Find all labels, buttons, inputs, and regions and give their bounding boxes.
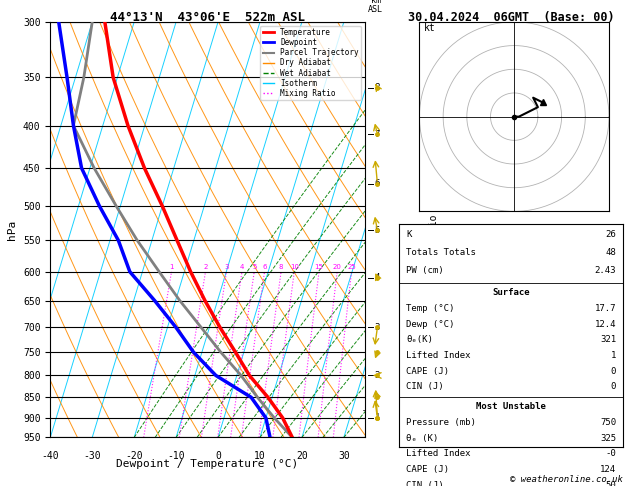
Text: Lifted Index: Lifted Index — [406, 351, 470, 360]
Text: Mixing Ratio (g/kg): Mixing Ratio (g/kg) — [429, 174, 439, 285]
Text: 26: 26 — [605, 230, 616, 239]
Text: 25: 25 — [347, 264, 356, 270]
Legend: Temperature, Dewpoint, Parcel Trajectory, Dry Adiabat, Wet Adiabat, Isotherm, Mi: Temperature, Dewpoint, Parcel Trajectory… — [260, 26, 361, 100]
Text: 30.04.2024  06GMT  (Base: 00): 30.04.2024 06GMT (Base: 00) — [408, 11, 614, 24]
Text: Dewp (°C): Dewp (°C) — [406, 320, 455, 329]
Text: Temp (°C): Temp (°C) — [406, 304, 455, 313]
Text: Surface: Surface — [493, 288, 530, 297]
Text: 1: 1 — [611, 351, 616, 360]
Text: 0: 0 — [611, 382, 616, 391]
Text: 17.7: 17.7 — [594, 304, 616, 313]
Text: 20: 20 — [333, 264, 342, 270]
Text: 3: 3 — [374, 323, 380, 332]
Text: 6: 6 — [374, 179, 380, 188]
Text: 8: 8 — [279, 264, 283, 270]
Text: 1: 1 — [169, 264, 174, 270]
Text: 2: 2 — [203, 264, 208, 270]
Text: 3: 3 — [225, 264, 229, 270]
Text: θₑ(K): θₑ(K) — [406, 335, 433, 345]
Text: 1: 1 — [374, 414, 380, 422]
Text: km
ASL: km ASL — [368, 0, 383, 14]
Text: Lifted Index: Lifted Index — [406, 450, 470, 458]
Text: -20: -20 — [125, 451, 143, 461]
Text: 325: 325 — [600, 434, 616, 443]
Text: 50: 50 — [605, 481, 616, 486]
Text: 20: 20 — [296, 451, 308, 461]
Text: CIN (J): CIN (J) — [406, 382, 443, 391]
Text: LCL: LCL — [371, 405, 386, 414]
Text: 7: 7 — [374, 130, 380, 139]
Text: 750: 750 — [600, 418, 616, 427]
Text: 30: 30 — [338, 451, 350, 461]
Text: -30: -30 — [84, 451, 101, 461]
Text: 10: 10 — [290, 264, 299, 270]
Text: Pressure (mb): Pressure (mb) — [406, 418, 476, 427]
Text: 44°13'N  43°06'E  522m ASL: 44°13'N 43°06'E 522m ASL — [110, 11, 305, 24]
Text: 124: 124 — [600, 465, 616, 474]
Text: 0: 0 — [611, 366, 616, 376]
Text: -10: -10 — [167, 451, 185, 461]
Text: 48: 48 — [605, 248, 616, 257]
Text: 0: 0 — [215, 451, 221, 461]
Text: PW (cm): PW (cm) — [406, 266, 443, 275]
Text: -40: -40 — [42, 451, 59, 461]
Y-axis label: hPa: hPa — [8, 220, 18, 240]
Text: 2: 2 — [374, 371, 380, 380]
Text: Most Unstable: Most Unstable — [476, 402, 546, 412]
Text: Totals Totals: Totals Totals — [406, 248, 476, 257]
Text: 4: 4 — [240, 264, 244, 270]
Text: CAPE (J): CAPE (J) — [406, 465, 449, 474]
Text: 5: 5 — [252, 264, 257, 270]
Text: 8: 8 — [374, 83, 380, 92]
Text: CAPE (J): CAPE (J) — [406, 366, 449, 376]
Text: K: K — [406, 230, 411, 239]
Text: 6: 6 — [262, 264, 267, 270]
Text: © weatheronline.co.uk: © weatheronline.co.uk — [510, 474, 623, 484]
Text: 15: 15 — [314, 264, 323, 270]
Text: 12.4: 12.4 — [594, 320, 616, 329]
Text: 10: 10 — [254, 451, 266, 461]
Text: CIN (J): CIN (J) — [406, 481, 443, 486]
Text: 2.43: 2.43 — [594, 266, 616, 275]
Text: 5: 5 — [374, 226, 380, 235]
Text: Dewpoint / Temperature (°C): Dewpoint / Temperature (°C) — [116, 459, 299, 469]
Text: 4: 4 — [374, 273, 380, 282]
Text: θₑ (K): θₑ (K) — [406, 434, 438, 443]
Text: -0: -0 — [605, 450, 616, 458]
Text: 321: 321 — [600, 335, 616, 345]
Text: kt: kt — [424, 23, 436, 34]
